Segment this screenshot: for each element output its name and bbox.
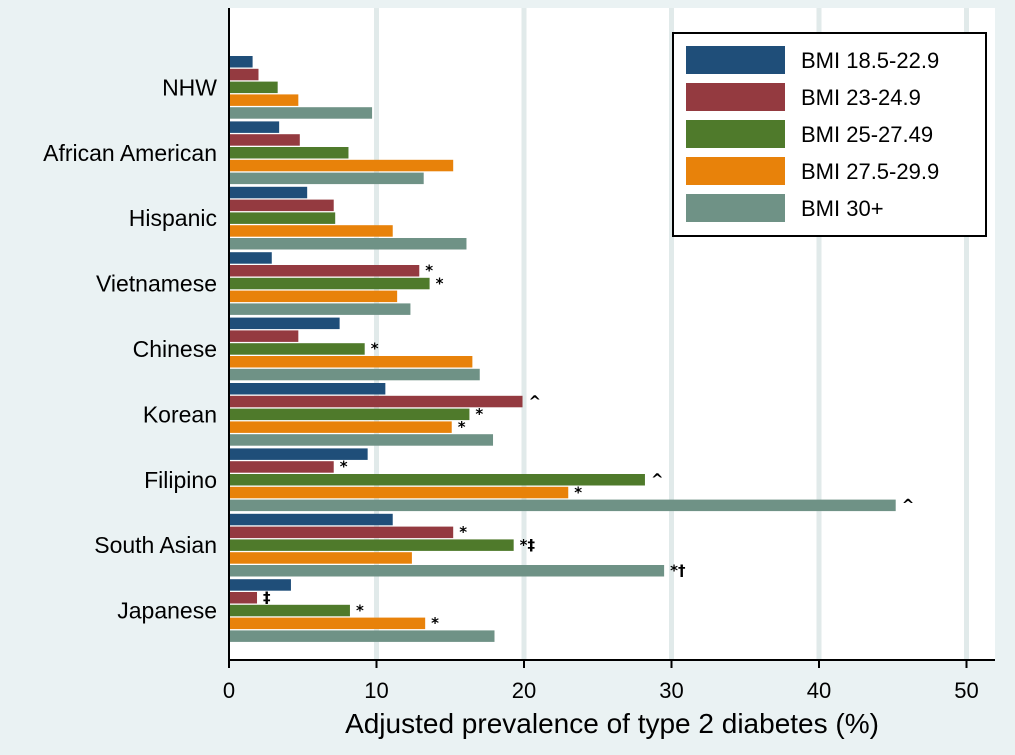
bar-korean-series-3 xyxy=(229,421,452,433)
annotation-south-asian-series-1: * xyxy=(459,523,467,541)
bar-nhw-series-4 xyxy=(229,107,373,119)
bar-nhw-series-1 xyxy=(229,68,259,81)
legend-swatch-3 xyxy=(686,157,785,185)
bar-japanese-series-4 xyxy=(229,630,495,642)
annotations: ***^***^*^**‡*†‡** xyxy=(263,262,914,633)
category-label-south-asian: South Asian xyxy=(94,532,217,558)
bar-african-american-series-2 xyxy=(229,147,349,159)
bar-hispanic-series-0 xyxy=(229,186,308,199)
x-tick-label-10: 10 xyxy=(364,678,388,703)
axes xyxy=(228,8,995,661)
annotation-japanese-series-2: * xyxy=(356,601,364,619)
legend-swatch-1 xyxy=(686,83,785,111)
legend-label-3: BMI 27.5-29.9 xyxy=(801,159,939,184)
bar-african-american-series-3 xyxy=(229,159,454,172)
annotation-vietnamese-series-2: * xyxy=(436,274,444,292)
x-tick-label-50: 50 xyxy=(954,678,978,703)
category-label-african-american: African American xyxy=(43,140,217,166)
category-label-vietnamese: Vietnamese xyxy=(96,271,217,297)
bar-south-asian-series-4 xyxy=(229,565,665,577)
annotation-south-asian-series-2: *‡ xyxy=(520,536,536,554)
category-label-nhw: NHW xyxy=(162,74,217,100)
bar-vietnamese-series-0 xyxy=(229,252,272,264)
bar-hispanic-series-4 xyxy=(229,238,467,250)
legend-swatch-0 xyxy=(686,46,785,74)
annotation-korean-series-2: * xyxy=(475,405,483,423)
category-label-filipino: Filipino xyxy=(144,467,217,493)
bar-vietnamese-series-3 xyxy=(229,290,398,303)
bar-filipino-series-0 xyxy=(229,448,368,460)
bar-japanese-series-0 xyxy=(229,579,291,591)
bar-south-asian-series-0 xyxy=(229,513,393,526)
bar-filipino-series-4 xyxy=(229,499,896,512)
bar-korean-series-2 xyxy=(229,408,470,421)
bar-japanese-series-2 xyxy=(229,604,350,617)
bar-japanese-series-3 xyxy=(229,617,426,630)
bar-vietnamese-series-4 xyxy=(229,303,411,315)
category-label-korean: Korean xyxy=(143,401,217,427)
bar-south-asian-series-3 xyxy=(229,552,412,564)
x-tick-label-20: 20 xyxy=(512,678,536,703)
bar-hispanic-series-3 xyxy=(229,225,393,237)
bar-hispanic-series-2 xyxy=(229,212,336,224)
category-label-chinese: Chinese xyxy=(133,336,217,362)
category-labels: NHW African American Hispanic Vietnamese Chi… xyxy=(43,74,217,623)
bar-nhw-series-3 xyxy=(229,94,299,106)
annotation-japanese-series-3: * xyxy=(431,614,439,632)
x-axis-label: Adjusted prevalence of type 2 diabetes (… xyxy=(345,708,879,739)
legend-label-4: BMI 30+ xyxy=(801,196,884,221)
legend-label-0: BMI 18.5-22.9 xyxy=(801,48,939,73)
bar-nhw-series-0 xyxy=(229,56,253,68)
x-tick-label-30: 30 xyxy=(659,678,683,703)
bar-african-american-series-1 xyxy=(229,134,300,146)
bar-korean-series-4 xyxy=(229,434,494,446)
annotation-south-asian-series-4: *† xyxy=(670,562,686,580)
bar-filipino-series-3 xyxy=(229,486,569,499)
bar-nhw-series-2 xyxy=(229,81,278,94)
bar-chinese-series-3 xyxy=(229,356,473,368)
category-label-hispanic: Hispanic xyxy=(129,205,217,231)
bar-filipino-series-2 xyxy=(229,474,645,486)
bar-chinese-series-0 xyxy=(229,317,340,330)
annotation-filipino-series-2: ^ xyxy=(651,471,664,489)
bars xyxy=(229,56,896,642)
annotation-filipino-series-3: * xyxy=(574,483,582,501)
bar-chinese-series-1 xyxy=(229,330,299,342)
bar-african-american-series-0 xyxy=(229,121,280,133)
annotation-korean-series-1: ^ xyxy=(529,392,542,410)
bar-japanese-series-1 xyxy=(229,592,258,604)
category-label-japanese: Japanese xyxy=(117,598,217,624)
annotation-korean-series-3: * xyxy=(458,418,466,436)
bar-korean-series-0 xyxy=(229,383,386,395)
legend-label-2: BMI 25-27.49 xyxy=(801,122,933,147)
bar-chinese-series-4 xyxy=(229,368,480,381)
legend-swatch-2 xyxy=(686,120,785,148)
bar-african-american-series-4 xyxy=(229,172,424,185)
bar-hispanic-series-1 xyxy=(229,199,334,212)
annotation-vietnamese-series-1: * xyxy=(425,262,433,280)
bar-vietnamese-series-2 xyxy=(229,277,430,290)
legend: BMI 18.5-22.9 BMI 23-24.9 BMI 25-27.49 BMI … xyxy=(672,32,987,237)
annotation-japanese-series-1: ‡ xyxy=(263,589,271,607)
x-tick-label-0: 0 xyxy=(223,678,235,703)
bar-filipino-series-1 xyxy=(229,461,334,473)
bar-chinese-series-2 xyxy=(229,343,365,355)
bar-south-asian-series-1 xyxy=(229,526,454,539)
x-tick-label-40: 40 xyxy=(807,678,831,703)
annotation-filipino-series-1: * xyxy=(340,458,348,476)
bar-vietnamese-series-1 xyxy=(229,265,420,277)
annotation-filipino-series-4: ^ xyxy=(902,496,915,514)
legend-label-1: BMI 23-24.9 xyxy=(801,85,921,110)
bar-korean-series-1 xyxy=(229,395,523,408)
x-ticks: 0 10 20 30 40 50 xyxy=(223,660,979,703)
legend-swatch-4 xyxy=(686,194,785,222)
bar-south-asian-series-2 xyxy=(229,539,514,551)
annotation-chinese-series-2: * xyxy=(371,340,379,358)
